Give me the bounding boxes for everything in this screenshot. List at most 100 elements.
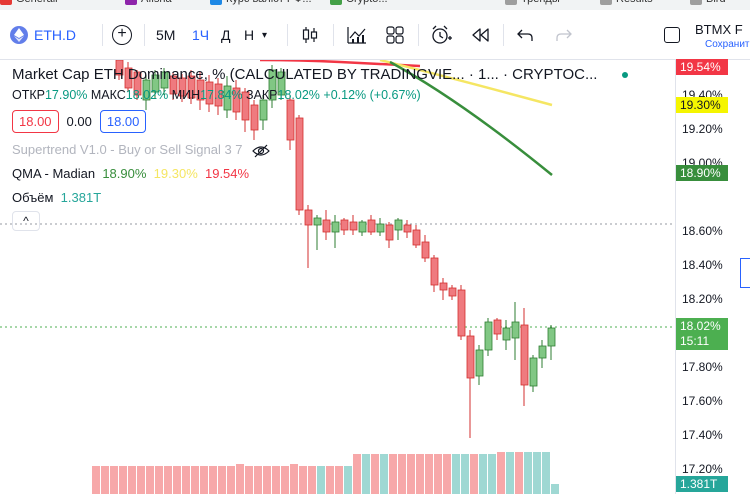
interval-dropdown-chevron-icon[interactable]: ▾: [262, 29, 268, 41]
candle-body: [322, 219, 331, 233]
volume-bar: [407, 454, 415, 494]
price-scale[interactable]: 19.40% 19.20% 19.00% 18.60% 18.40% 18.20% 17.8…: [675, 60, 750, 494]
volume-bar: [533, 452, 541, 494]
eye-crossed-icon[interactable]: [252, 144, 271, 158]
candle-body: [205, 81, 214, 105]
collapse-legend-button[interactable]: ^: [12, 211, 40, 231]
price-chart[interactable]: [0, 60, 675, 494]
save-status[interactable]: Сохранит: [705, 39, 750, 50]
bookmark-label: Тренды: [521, 0, 560, 5]
layout-name[interactable]: BTMX F: [695, 22, 743, 37]
interval-day[interactable]: Д: [221, 27, 231, 43]
interval-1h[interactable]: 1Ч: [192, 27, 210, 43]
qma-yellow-price-tag: 19.30%: [676, 97, 728, 113]
qma-value-green: 18.90%: [102, 166, 147, 181]
scale-handle[interactable]: [740, 258, 750, 288]
qma-green-price-tag: 18.90%: [676, 165, 728, 181]
indicators-button[interactable]: [346, 21, 368, 49]
interval-5m[interactable]: 5M: [156, 27, 176, 43]
ohlc-values: ОТКР17.90% МАКС18.02% МИН17.84% ЗАКР18.0…: [12, 88, 421, 102]
add-symbol-button[interactable]: +: [112, 21, 132, 49]
price-tick-label: 17.40%: [682, 428, 723, 442]
bookmark-favicon-icon: [330, 0, 342, 5]
symbol-source: · CRYPTOC...: [503, 66, 598, 83]
bookmark-item[interactable]: Тренды: [505, 0, 560, 5]
symbol-title: Market Cap ETH Dominance, % (CALCULATED …: [12, 66, 465, 83]
bookmark-item[interactable]: Generali: [0, 0, 58, 5]
volume-bar: [155, 466, 163, 494]
market-status-dot: [621, 72, 628, 79]
close-value: 18.02%: [277, 88, 320, 102]
candle-body: [349, 221, 358, 231]
current-price-tag: 18.02% 15:11: [676, 318, 728, 350]
volume-bar: [128, 466, 136, 494]
bookmark-item[interactable]: Afisha: [125, 0, 172, 5]
volume-bar: [281, 466, 289, 494]
ethereum-logo-icon: [10, 26, 28, 44]
candle-body: [403, 224, 412, 233]
alert-button[interactable]: [430, 21, 452, 49]
candle-body: [115, 60, 124, 76]
symbol-title-line[interactable]: Market Cap ETH Dominance, % (CALCULATED …: [12, 66, 628, 83]
volume-bar: [542, 452, 550, 494]
candle-body: [475, 349, 484, 377]
price-tick-label: 18.60%: [682, 224, 723, 238]
redo-button[interactable]: [555, 21, 573, 49]
volume-indicator[interactable]: Объём 1.381T: [12, 190, 101, 205]
volume-bar: [191, 466, 199, 494]
bookmark-item[interactable]: Results: [600, 0, 653, 5]
candle-body: [367, 219, 376, 233]
volume-bar: [245, 466, 253, 494]
qma-green-line: [389, 60, 553, 176]
volume-bar: [470, 454, 478, 494]
square-icon: [664, 27, 680, 43]
candle-body: [124, 67, 133, 89]
layout-checkbox[interactable]: [664, 21, 680, 49]
replay-button[interactable]: [470, 21, 490, 49]
undo-button[interactable]: [516, 21, 534, 49]
price-tick-label: 18.20%: [682, 292, 723, 306]
volume-bar: [110, 466, 118, 494]
candle-body: [484, 321, 493, 351]
qma-value-red: 19.54%: [204, 166, 250, 181]
volume-bar: [488, 454, 496, 494]
volume-bar: [227, 466, 235, 494]
bookmark-favicon-icon: [0, 0, 12, 5]
high-label: МАКС: [90, 88, 126, 102]
volume-bar: [137, 466, 145, 494]
qma-indicator[interactable]: QMA - Madian 18.90% 19.30% 19.54%: [12, 166, 249, 181]
chart-type-button[interactable]: [300, 21, 320, 49]
bookmark-item[interactable]: Курс валют РФ...: [210, 0, 312, 5]
price-tick-label: 18.40%: [682, 258, 723, 272]
candle-body: [232, 87, 241, 113]
interval-week[interactable]: Н: [244, 27, 255, 43]
layout-button[interactable]: [386, 21, 404, 49]
bookmark-favicon-icon: [210, 0, 222, 5]
volume-bar: [299, 466, 307, 494]
volume-bar: [236, 464, 244, 494]
candle-body: [142, 79, 151, 101]
symbol-search-button[interactable]: ETH.D: [10, 21, 76, 49]
candle-body: [394, 219, 403, 231]
candle-body: [448, 287, 457, 297]
bookmark-favicon-icon: [505, 0, 517, 5]
candle-body: [385, 224, 394, 241]
volume-bar: [200, 466, 208, 494]
volume-bar: [515, 452, 523, 494]
volume-bar: [290, 464, 298, 494]
sell-button[interactable]: 18.00: [12, 110, 59, 133]
volume-price-tag: 1.381T: [676, 476, 728, 492]
low-value: 17.84%: [200, 88, 243, 102]
bookmark-item[interactable]: Bird: [690, 0, 726, 5]
volume-bar: [146, 466, 154, 494]
supertrend-indicator[interactable]: Supertrend V1.0 - Buy or Sell Signal 3 7: [12, 142, 271, 158]
candle-body: [430, 257, 439, 286]
candle-body: [160, 71, 169, 89]
open-label: ОТКР: [12, 88, 45, 102]
bookmark-label: Generali: [16, 0, 58, 5]
candle-body: [304, 209, 313, 226]
volume-bar: [317, 466, 325, 494]
bookmark-item[interactable]: Crypto...: [330, 0, 388, 5]
volume-bar: [326, 466, 334, 494]
buy-button[interactable]: 18.00: [99, 110, 147, 133]
